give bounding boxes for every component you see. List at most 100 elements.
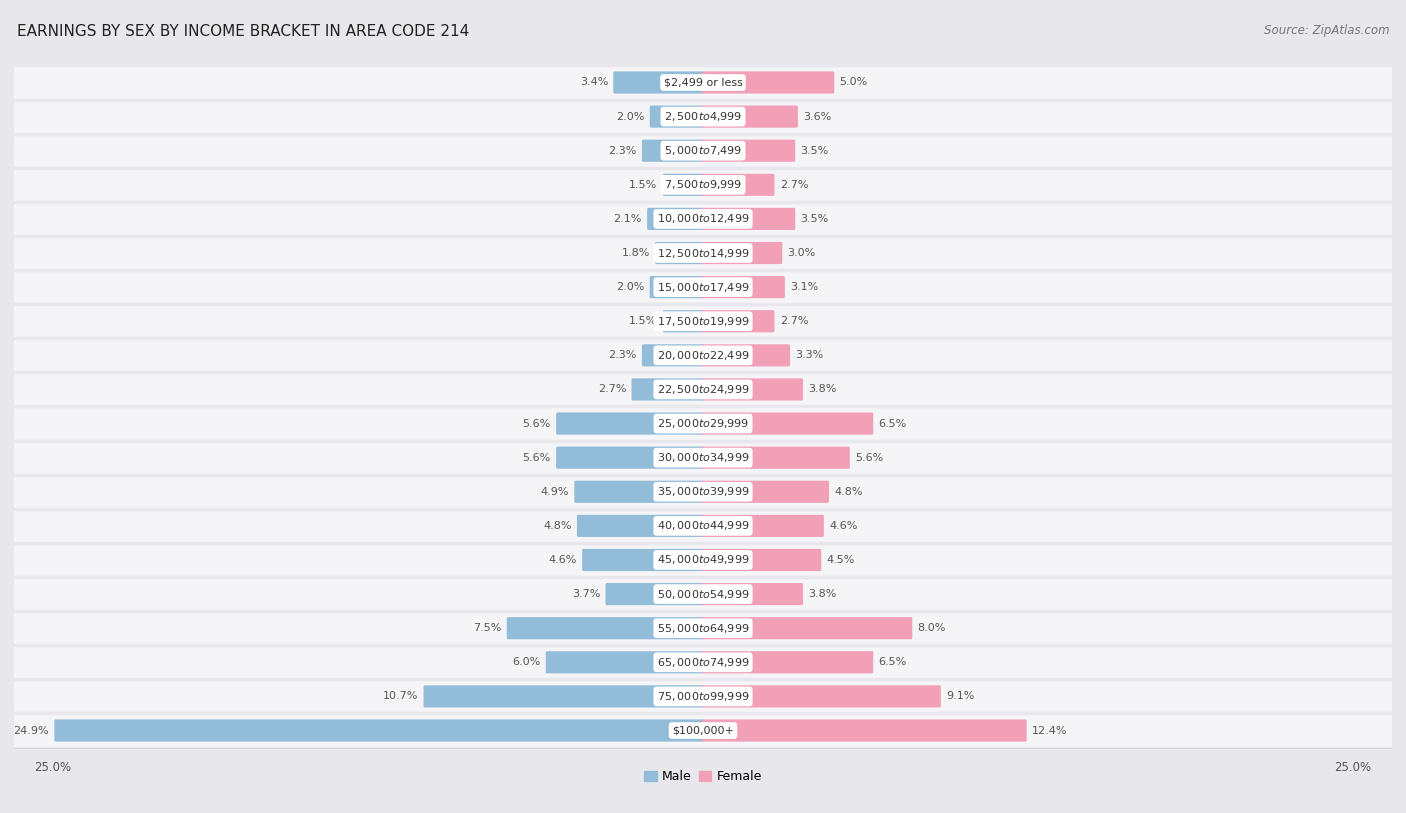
Bar [1,646,1405,680]
Text: 6.5%: 6.5% [879,419,907,428]
Text: $7,500 to $9,999: $7,500 to $9,999 [664,178,742,191]
FancyBboxPatch shape [702,310,775,333]
Text: 2.7%: 2.7% [780,316,808,326]
Text: EARNINGS BY SEX BY INCOME BRACKET IN AREA CODE 214: EARNINGS BY SEX BY INCOME BRACKET IN ARE… [17,24,470,39]
Text: $12,500 to $14,999: $12,500 to $14,999 [657,246,749,259]
FancyBboxPatch shape [662,310,704,333]
Bar [1,509,1405,543]
FancyBboxPatch shape [655,242,704,264]
Text: 4.6%: 4.6% [830,521,858,531]
Text: 4.6%: 4.6% [548,555,576,565]
Bar [1,202,1405,236]
FancyBboxPatch shape [643,140,704,162]
FancyBboxPatch shape [546,651,704,673]
Bar [1,441,1405,475]
FancyBboxPatch shape [702,174,775,196]
FancyBboxPatch shape [55,720,704,741]
Text: $15,000 to $17,499: $15,000 to $17,499 [657,280,749,293]
FancyBboxPatch shape [702,720,1026,741]
FancyBboxPatch shape [606,583,704,605]
FancyBboxPatch shape [574,480,704,503]
FancyBboxPatch shape [643,344,704,367]
Bar [1,475,1405,509]
Text: $2,499 or less: $2,499 or less [664,77,742,88]
Text: 2.7%: 2.7% [598,385,626,394]
Text: 2.3%: 2.3% [609,350,637,360]
Text: 2.0%: 2.0% [616,111,644,122]
FancyBboxPatch shape [702,72,834,93]
FancyBboxPatch shape [702,276,785,298]
Text: 3.1%: 3.1% [790,282,818,292]
Text: $5,000 to $7,499: $5,000 to $7,499 [664,144,742,157]
Text: 24.9%: 24.9% [14,725,49,736]
FancyBboxPatch shape [702,140,796,162]
Text: 2.0%: 2.0% [616,282,644,292]
Bar [1,406,1405,441]
Bar [1,680,1405,714]
Text: 4.8%: 4.8% [834,487,863,497]
Text: 1.5%: 1.5% [630,180,658,189]
FancyBboxPatch shape [650,276,704,298]
FancyBboxPatch shape [576,515,704,537]
Text: $17,500 to $19,999: $17,500 to $19,999 [657,315,749,328]
Text: $100,000+: $100,000+ [672,725,734,736]
Text: 4.9%: 4.9% [541,487,569,497]
Text: 3.7%: 3.7% [572,589,600,599]
Bar [1,338,1405,372]
FancyBboxPatch shape [702,242,782,264]
Text: Source: ZipAtlas.com: Source: ZipAtlas.com [1264,24,1389,37]
FancyBboxPatch shape [702,515,824,537]
Text: 3.6%: 3.6% [803,111,831,122]
Bar [1,65,1405,99]
Text: $65,000 to $74,999: $65,000 to $74,999 [657,656,749,669]
Text: 1.8%: 1.8% [621,248,650,258]
Text: 3.8%: 3.8% [808,589,837,599]
Text: 3.8%: 3.8% [808,385,837,394]
Text: 9.1%: 9.1% [946,691,974,702]
Text: $30,000 to $34,999: $30,000 to $34,999 [657,451,749,464]
Text: 3.4%: 3.4% [579,77,609,88]
Text: $75,000 to $99,999: $75,000 to $99,999 [657,690,749,703]
Text: 8.0%: 8.0% [918,624,946,633]
Bar [1,236,1405,270]
FancyBboxPatch shape [702,446,849,469]
FancyBboxPatch shape [702,685,941,707]
Bar [1,99,1405,133]
Text: 5.6%: 5.6% [523,419,551,428]
FancyBboxPatch shape [662,174,704,196]
Text: 3.0%: 3.0% [787,248,815,258]
Text: 12.4%: 12.4% [1032,725,1067,736]
Bar [1,577,1405,611]
FancyBboxPatch shape [650,106,704,128]
FancyBboxPatch shape [582,549,704,571]
Text: $10,000 to $12,499: $10,000 to $12,499 [657,212,749,225]
Bar [1,714,1405,748]
Text: 3.5%: 3.5% [800,214,828,224]
Text: 10.7%: 10.7% [382,691,419,702]
Text: 1.5%: 1.5% [630,316,658,326]
Bar [1,304,1405,338]
Text: 4.5%: 4.5% [827,555,855,565]
FancyBboxPatch shape [631,378,704,401]
FancyBboxPatch shape [557,446,704,469]
Text: 3.5%: 3.5% [800,146,828,156]
Text: 5.0%: 5.0% [839,77,868,88]
FancyBboxPatch shape [702,412,873,435]
Bar [1,167,1405,202]
Bar [1,372,1405,406]
Text: $45,000 to $49,999: $45,000 to $49,999 [657,554,749,567]
FancyBboxPatch shape [702,549,821,571]
Bar [1,611,1405,646]
FancyBboxPatch shape [613,72,704,93]
Text: 6.5%: 6.5% [879,657,907,667]
Text: 6.0%: 6.0% [512,657,540,667]
Text: $50,000 to $54,999: $50,000 to $54,999 [657,588,749,601]
FancyBboxPatch shape [702,106,797,128]
FancyBboxPatch shape [702,480,830,503]
Text: $35,000 to $39,999: $35,000 to $39,999 [657,485,749,498]
Bar [1,133,1405,167]
Text: 2.1%: 2.1% [613,214,643,224]
FancyBboxPatch shape [702,208,796,230]
Text: $22,500 to $24,999: $22,500 to $24,999 [657,383,749,396]
Legend: Male, Female: Male, Female [640,765,766,789]
